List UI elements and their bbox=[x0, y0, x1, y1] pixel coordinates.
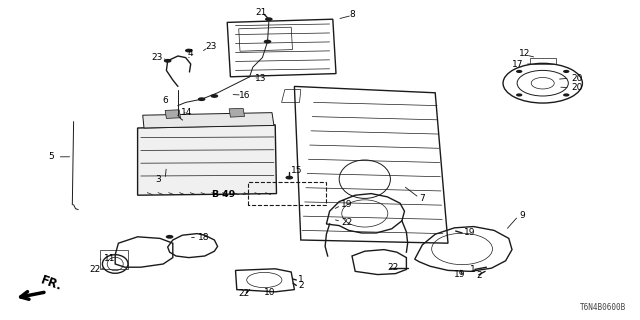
Text: 1: 1 bbox=[298, 276, 304, 284]
Polygon shape bbox=[138, 125, 276, 195]
Polygon shape bbox=[165, 110, 180, 118]
Text: 2: 2 bbox=[477, 271, 483, 280]
Text: 15: 15 bbox=[291, 166, 303, 175]
Text: 22: 22 bbox=[387, 263, 399, 272]
Polygon shape bbox=[229, 108, 244, 117]
Text: FR.: FR. bbox=[38, 274, 63, 294]
Text: 11: 11 bbox=[104, 254, 115, 263]
Text: 20: 20 bbox=[571, 83, 582, 92]
Text: 12: 12 bbox=[519, 49, 531, 58]
Text: 19: 19 bbox=[341, 200, 353, 209]
Text: 10: 10 bbox=[264, 288, 276, 297]
Text: B-49: B-49 bbox=[211, 190, 236, 199]
Text: 9: 9 bbox=[520, 212, 525, 220]
Circle shape bbox=[264, 40, 271, 44]
Circle shape bbox=[166, 235, 173, 239]
Circle shape bbox=[516, 93, 522, 97]
Text: 8: 8 bbox=[349, 10, 355, 19]
Circle shape bbox=[516, 70, 522, 73]
Text: 21: 21 bbox=[255, 8, 267, 17]
Circle shape bbox=[285, 176, 293, 180]
Text: 23: 23 bbox=[151, 53, 163, 62]
Text: 18: 18 bbox=[198, 233, 210, 242]
Text: 22: 22 bbox=[89, 265, 100, 274]
Circle shape bbox=[563, 93, 570, 97]
Text: 14: 14 bbox=[181, 108, 193, 116]
Text: 16: 16 bbox=[239, 91, 250, 100]
Text: 3: 3 bbox=[156, 175, 161, 184]
Text: 5: 5 bbox=[49, 152, 54, 161]
Text: T6N4B0600B: T6N4B0600B bbox=[580, 303, 626, 312]
Text: 20: 20 bbox=[571, 74, 582, 83]
Text: 17: 17 bbox=[512, 60, 524, 68]
Polygon shape bbox=[143, 113, 274, 128]
Circle shape bbox=[164, 59, 172, 63]
Text: 19: 19 bbox=[454, 270, 466, 279]
Text: 13: 13 bbox=[255, 74, 267, 83]
Text: 2: 2 bbox=[298, 281, 304, 290]
Circle shape bbox=[198, 97, 205, 101]
Circle shape bbox=[563, 70, 570, 73]
Text: 6: 6 bbox=[163, 96, 168, 105]
Text: 23: 23 bbox=[205, 42, 217, 51]
Text: 22: 22 bbox=[341, 218, 353, 227]
Text: 19: 19 bbox=[464, 228, 476, 237]
Circle shape bbox=[211, 94, 218, 98]
Circle shape bbox=[265, 17, 273, 21]
Circle shape bbox=[185, 49, 193, 52]
Text: 1: 1 bbox=[470, 265, 476, 274]
Text: 7: 7 bbox=[420, 194, 425, 203]
Text: 4: 4 bbox=[188, 49, 193, 58]
Text: 22: 22 bbox=[239, 289, 250, 298]
